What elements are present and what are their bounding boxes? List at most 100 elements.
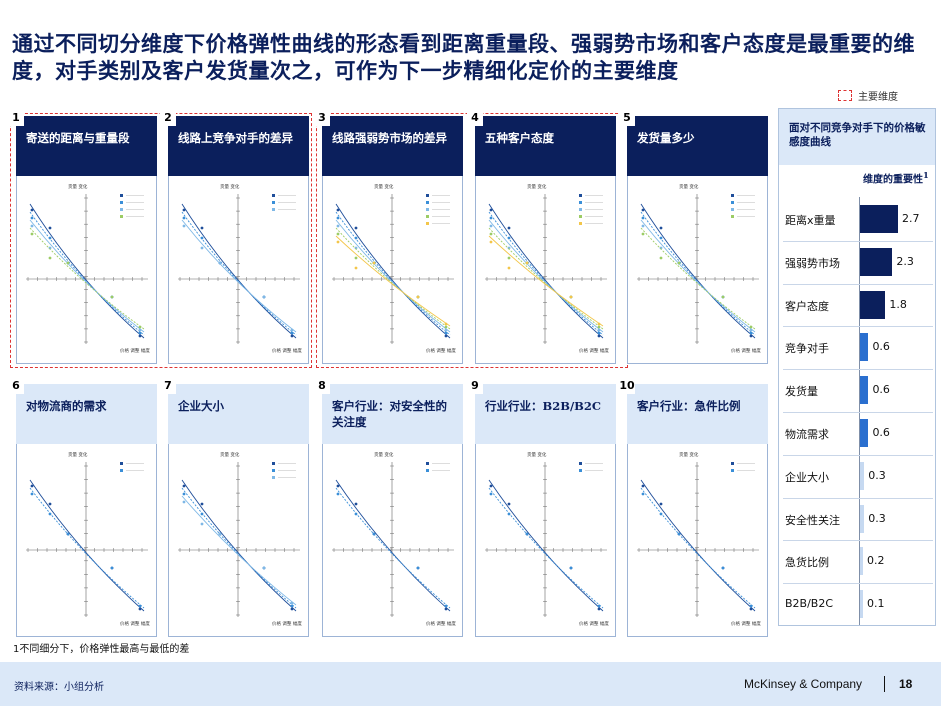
bar-category-label: 急货比例	[785, 556, 829, 570]
data-point	[641, 232, 645, 236]
legend-swatch	[426, 215, 429, 218]
data-point	[659, 502, 663, 506]
importance-bar	[860, 419, 869, 447]
data-point	[489, 484, 493, 488]
data-point	[48, 256, 52, 260]
brand-name: McKinsey & Company	[744, 677, 863, 691]
panel-number: 3	[314, 110, 330, 126]
data-point	[138, 328, 142, 332]
y-axis-label: 货量 变化	[220, 183, 240, 190]
data-point	[597, 328, 601, 332]
data-point	[110, 295, 114, 299]
elasticity-curve	[640, 487, 756, 609]
legend-swatch	[731, 215, 734, 218]
legend-swatch	[120, 462, 123, 465]
data-point	[336, 240, 340, 244]
elasticity-curve	[640, 479, 756, 612]
data-point	[200, 226, 204, 230]
segment-panel-9: 行业行业：B2B/B2C 货量 变化 价格 调整 幅度	[475, 384, 616, 637]
bar-category-label: 物流需求	[785, 428, 829, 441]
elasticity-curve	[335, 479, 451, 612]
y-axis-label: 货量 变化	[527, 183, 547, 190]
y-axis-label: 货量 变化	[68, 451, 88, 458]
segment-panel-4: 五种客户态度 货量 变化 价格 调整 幅度	[475, 116, 616, 364]
elasticity-curve	[640, 227, 756, 330]
data-point	[507, 266, 511, 270]
legend-swatch	[579, 462, 582, 465]
data-point	[749, 331, 753, 335]
data-point	[659, 512, 663, 516]
data-point	[444, 325, 448, 329]
data-point	[262, 295, 266, 299]
bar-value-label: 0.2	[867, 554, 885, 568]
data-point	[749, 604, 753, 608]
segment-panel-7: 企业大小货量 变化 价格 调整 幅度	[168, 384, 309, 637]
panel-title: 寄送的距离与重量段	[16, 116, 157, 176]
data-point	[182, 208, 186, 212]
data-point	[48, 502, 52, 506]
bar-value-label: 0.6	[872, 383, 890, 397]
legend-swatch	[426, 208, 429, 211]
data-point	[30, 492, 34, 496]
data-point	[597, 322, 601, 326]
data-point	[354, 236, 358, 240]
data-point	[48, 226, 52, 230]
data-point	[659, 226, 663, 230]
x-axis-label: 价格 调整 幅度	[731, 347, 761, 354]
data-point	[641, 208, 645, 212]
elasticity-curve	[181, 479, 297, 612]
data-point	[749, 328, 753, 332]
data-point	[336, 492, 340, 496]
elasticity-curve	[335, 227, 451, 330]
data-point	[444, 604, 448, 608]
source-note: 资料来源：小组分析	[14, 682, 104, 693]
data-point	[569, 295, 573, 299]
data-point	[290, 334, 294, 338]
panel-number: 5	[619, 110, 635, 126]
panel-title: 行业行业：B2B/B2C	[475, 384, 616, 444]
panel-number: 4	[467, 110, 483, 126]
bar-category-label: 安全性关注	[785, 513, 840, 527]
segment-panel-2: 线路上竞争对手的差异 货量 变化 价格 调整 幅度	[168, 116, 309, 364]
x-axis-label: 价格 调整 幅度	[272, 620, 302, 627]
elasticity-curve	[335, 203, 451, 339]
elasticity-curve	[488, 479, 604, 612]
data-point	[138, 334, 142, 338]
y-axis-label: 货量 变化	[679, 183, 699, 190]
x-axis-label: 价格 调整 幅度	[120, 620, 150, 627]
data-point	[507, 226, 511, 230]
elasticity-curve	[488, 211, 604, 336]
panel-title: 企业大小	[168, 384, 309, 444]
data-point	[489, 224, 493, 228]
data-point	[182, 484, 186, 488]
panel-number: 1	[8, 110, 24, 126]
data-point	[182, 492, 186, 496]
row-separator	[783, 326, 933, 328]
legend-swatch	[579, 469, 582, 472]
data-point	[354, 266, 358, 270]
page-title: 通过不同切分维度下价格弹性曲线的形态看到距离重量段、强弱势市场和客户态度是最重要…	[12, 31, 915, 83]
y-axis-label: 货量 变化	[527, 451, 547, 458]
importance-bar	[860, 461, 865, 490]
data-point	[677, 532, 681, 536]
data-point	[182, 500, 186, 504]
data-point	[336, 216, 340, 220]
elasticity-curve	[29, 203, 145, 339]
data-point	[66, 261, 70, 265]
legend-swatch	[272, 194, 275, 197]
legend-swatch	[731, 201, 734, 204]
elasticity-curve	[335, 235, 451, 327]
panel-title: 发货量多少	[627, 116, 768, 176]
data-point	[200, 246, 204, 250]
data-point	[416, 566, 420, 570]
x-axis-label: 价格 调整 幅度	[120, 347, 150, 354]
data-point	[525, 532, 529, 536]
bar-value-label: 0.6	[872, 340, 890, 354]
legend-swatch	[731, 194, 734, 197]
x-axis-label: 价格 调整 幅度	[272, 347, 302, 354]
data-point	[290, 607, 294, 611]
